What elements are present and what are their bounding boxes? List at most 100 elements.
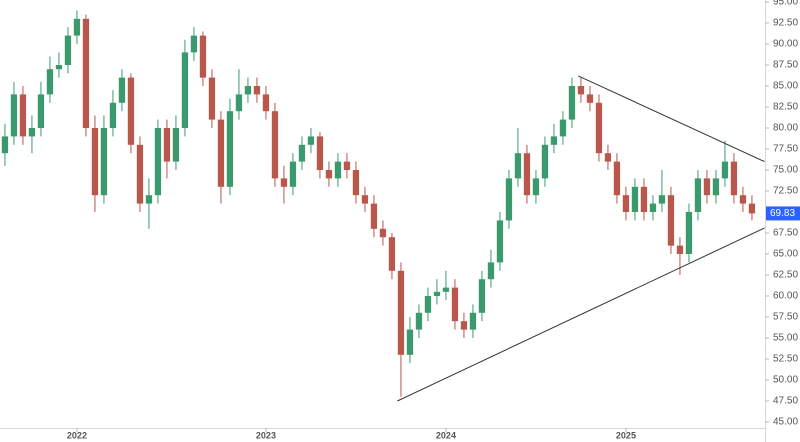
candle-body [424,296,432,313]
candle-body [19,94,27,137]
x-tick-label: 2022 [67,430,87,440]
candle-body [469,312,477,330]
candle-body [523,153,531,196]
y-tick-label: 95.00 [773,0,798,8]
candle-body [568,86,576,120]
candle-body [37,94,45,128]
candle-body [586,94,594,103]
candle-body [496,220,504,263]
trendline [578,75,765,163]
candle-body [739,195,747,204]
candle-body [190,35,198,53]
candle-body [352,170,360,196]
candle-body [748,203,756,214]
candle-body [361,195,369,204]
candle-body [298,144,306,162]
candle-body [703,178,711,196]
x-tick-label: 2025 [616,430,636,440]
candle-body [577,86,585,95]
candle-body [379,228,387,238]
candle-body [253,86,261,95]
y-tick-label: 57.50 [773,312,798,323]
candle-body [550,136,558,145]
candle-body [64,35,72,65]
candle-body [406,329,414,355]
candle-body [487,262,495,280]
y-tick-label: 87.50 [773,60,798,71]
candle-body [334,161,342,179]
candle-body [73,18,81,36]
candle-body [199,35,207,78]
candle-body [136,144,144,204]
candle-body [676,245,684,254]
y-tick-label: 82.50 [773,102,798,113]
candle-body [55,65,63,70]
candle-body [82,18,90,128]
candle-body [118,77,126,103]
candle-body [280,178,288,187]
y-tick-label: 62.50 [773,270,798,281]
candle-body [172,128,180,162]
candle-body [595,102,603,154]
y-tick-label: 45.00 [773,417,798,428]
candle-body [289,161,297,187]
candle-body [415,312,423,330]
y-tick-label: 80.00 [773,123,798,134]
candle-body [262,94,270,112]
y-tick-label: 47.50 [773,396,798,407]
candle-body [154,128,162,196]
candle-body [109,102,117,128]
y-tick-label: 85.00 [773,81,798,92]
y-tick-label: 52.50 [773,354,798,365]
candle-body [640,186,648,212]
candle-body [433,291,441,296]
candle-body [325,170,333,179]
candle-body [649,203,657,212]
candle-body [478,279,486,313]
y-tick-label: 90.00 [773,39,798,50]
candle-body [217,119,225,187]
y-tick-label: 75.00 [773,165,798,176]
y-tick-label: 60.00 [773,291,798,302]
candle-body [559,119,567,137]
candle-body [505,178,513,221]
candle-body [145,195,153,204]
y-tick-label: 65.00 [773,249,798,260]
y-tick-label: 72.50 [773,186,798,197]
candle-body [127,77,135,145]
candle-body [604,153,612,162]
x-tick-label: 2024 [436,430,456,440]
candle-body [694,178,702,212]
candle-body [1,136,9,154]
candle-body [370,203,378,229]
candle-body [397,270,405,355]
trendline [397,227,765,402]
candle-body [622,195,630,212]
last-price-box [766,206,800,221]
last-price-label: 69.83 [770,208,795,219]
candle-body [730,161,738,196]
y-tick-label: 55.00 [773,333,798,344]
candle-body [658,195,666,204]
candle-body [532,178,540,196]
candle-body [208,77,216,120]
candle-body [451,287,459,322]
candle-body [163,128,171,162]
candle-body [388,237,396,271]
candle-body [631,186,639,212]
x-tick-label: 2023 [256,430,276,440]
candle-body [712,178,720,196]
candle-body [613,161,621,196]
candle-body [307,136,315,145]
candle-body [100,128,108,196]
candle-body [667,195,675,246]
y-tick-label: 92.50 [773,18,798,29]
candle-body [91,128,99,196]
candle-body [28,128,36,137]
candle-body [235,94,243,112]
candle-body [460,321,468,330]
y-tick-label: 77.50 [773,144,798,155]
candle-body [46,69,54,95]
